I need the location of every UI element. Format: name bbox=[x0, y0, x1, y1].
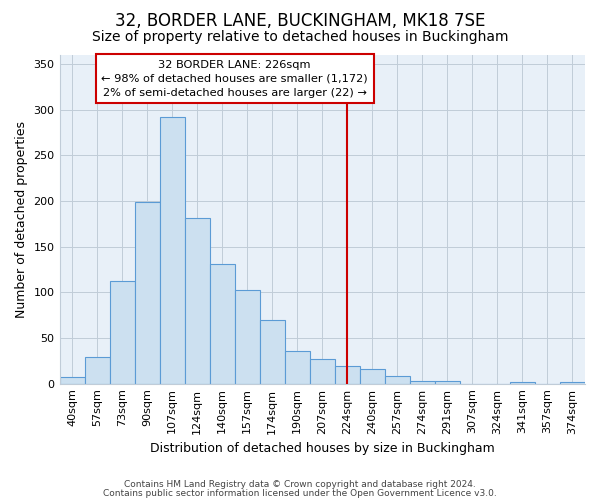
Bar bbox=[209, 264, 235, 384]
Text: Size of property relative to detached houses in Buckingham: Size of property relative to detached ho… bbox=[92, 30, 508, 44]
Bar bbox=[560, 382, 585, 384]
Y-axis label: Number of detached properties: Number of detached properties bbox=[15, 121, 28, 318]
Bar bbox=[59, 378, 85, 384]
Bar bbox=[110, 282, 134, 384]
Bar bbox=[185, 218, 209, 384]
Text: 32 BORDER LANE: 226sqm
← 98% of detached houses are smaller (1,172)
2% of semi-d: 32 BORDER LANE: 226sqm ← 98% of detached… bbox=[101, 60, 368, 98]
Bar bbox=[385, 376, 410, 384]
Bar bbox=[134, 202, 160, 384]
Text: 32, BORDER LANE, BUCKINGHAM, MK18 7SE: 32, BORDER LANE, BUCKINGHAM, MK18 7SE bbox=[115, 12, 485, 30]
Bar bbox=[360, 369, 385, 384]
Bar bbox=[335, 366, 360, 384]
Bar bbox=[510, 382, 535, 384]
Text: Contains HM Land Registry data © Crown copyright and database right 2024.: Contains HM Land Registry data © Crown c… bbox=[124, 480, 476, 489]
Bar bbox=[160, 117, 185, 384]
Bar bbox=[435, 381, 460, 384]
Bar bbox=[235, 290, 260, 384]
Bar bbox=[410, 381, 435, 384]
Bar bbox=[85, 357, 110, 384]
Bar bbox=[285, 351, 310, 384]
X-axis label: Distribution of detached houses by size in Buckingham: Distribution of detached houses by size … bbox=[150, 442, 494, 455]
Bar bbox=[310, 359, 335, 384]
Text: Contains public sector information licensed under the Open Government Licence v3: Contains public sector information licen… bbox=[103, 489, 497, 498]
Bar bbox=[260, 320, 285, 384]
